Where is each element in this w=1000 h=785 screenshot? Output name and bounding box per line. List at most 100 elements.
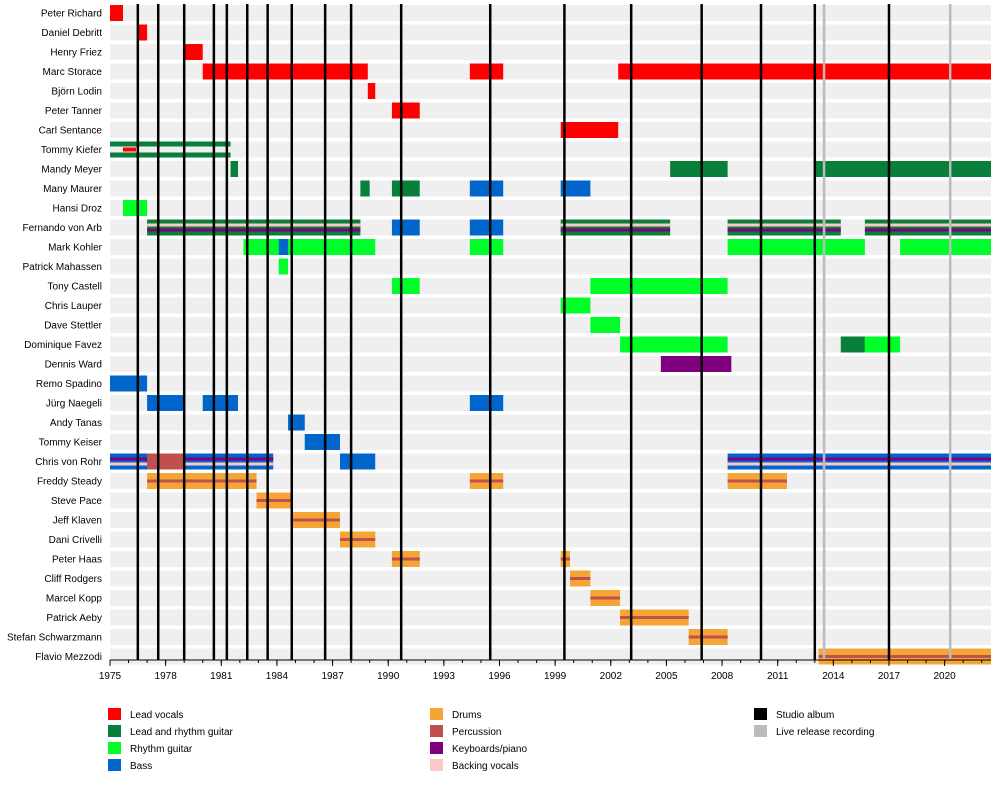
span-stripe (560, 228, 671, 232)
member-name: Jürg Naegeli (46, 399, 102, 410)
span-bar (469, 395, 504, 411)
member-name: Björn Lodin (51, 87, 102, 98)
legend-label: Rhythm guitar (130, 744, 193, 755)
span-bar (469, 239, 504, 255)
row-backgrounds (110, 5, 991, 665)
x-tick-label: 2017 (878, 671, 901, 682)
span-stripe (818, 655, 991, 658)
span-bar (560, 122, 619, 138)
span-stripe (569, 577, 591, 580)
span-bar (202, 63, 368, 80)
x-axis: 1975 1978 1981 1984 1987 1990 1993 1996 1999 2002… (99, 659, 991, 682)
span-bar (900, 239, 991, 255)
x-tick-label: 2005 (655, 671, 678, 682)
legend-label: Lead and rhythm guitar (130, 727, 234, 738)
span-bar (670, 161, 728, 177)
span-bar (469, 219, 504, 236)
span-stripe (727, 479, 787, 483)
span-stripe (560, 223, 671, 227)
span-bar (469, 63, 504, 80)
row-background (110, 629, 991, 645)
span-stripe (110, 457, 274, 461)
legend-swatch (754, 725, 767, 737)
x-tick-label: 2020 (934, 671, 957, 682)
row-background (110, 492, 991, 509)
legend-swatch (108, 742, 121, 754)
x-tick-label: 1981 (210, 671, 233, 682)
member-name: Henry Friez (50, 48, 102, 59)
span-bar (590, 317, 621, 333)
member-name: Hansi Droz (53, 204, 102, 215)
x-tick-label: 1978 (155, 671, 178, 682)
row-background (110, 122, 991, 138)
legend-swatch (430, 742, 443, 754)
member-name: Fernando von Arb (23, 223, 103, 234)
member-name: Stefan Schwarzmann (7, 633, 102, 644)
x-tick-label: 1987 (321, 671, 344, 682)
row-background (110, 161, 991, 177)
span-stripe (688, 635, 728, 639)
row-background (110, 570, 991, 587)
span-bar (122, 200, 148, 216)
x-tick-label: 1984 (266, 671, 289, 682)
row-background (110, 434, 991, 450)
member-name: Dennis Ward (45, 360, 102, 371)
span-stripe (620, 616, 689, 619)
span-stripe (864, 228, 991, 232)
x-tick-label: 1996 (488, 671, 511, 682)
row-background (110, 24, 991, 41)
member-name: Peter Tanner (45, 106, 103, 117)
span-bar (590, 278, 728, 294)
member-name: Tony Castell (48, 282, 102, 293)
member-name: Chris Lauper (45, 301, 103, 312)
span-bar (278, 258, 289, 275)
x-tick-label: 1975 (99, 671, 122, 682)
span-stripe (727, 462, 991, 466)
span-stripe (727, 228, 841, 232)
legend-label: Live release recording (776, 727, 874, 738)
row-background (110, 278, 991, 294)
span-bar (727, 239, 865, 255)
event-lines (136, 4, 952, 660)
row-background (110, 551, 991, 567)
span-stripe (147, 228, 361, 232)
span-bar (147, 453, 185, 470)
legend-label: Percussion (452, 727, 501, 738)
span-bar (469, 180, 504, 197)
span-bar (202, 395, 238, 411)
span-bar (864, 336, 901, 353)
span-bar (110, 453, 274, 470)
member-name: Marcel Kopp (46, 594, 103, 605)
span-stripe (391, 557, 420, 561)
span-bar (137, 24, 148, 41)
x-tick-label: 1999 (544, 671, 567, 682)
row-background (110, 531, 991, 548)
legend-label: Bass (130, 761, 152, 772)
span-stripe (110, 462, 274, 466)
span-bar (391, 180, 420, 197)
member-name: Remo Spadino (36, 379, 103, 390)
span-stripe (147, 479, 257, 483)
legend-swatch (430, 708, 443, 720)
row-background (110, 200, 991, 216)
row-background (110, 356, 991, 372)
row-background (110, 395, 991, 411)
x-tick-label: 2002 (600, 671, 623, 682)
member-name: Cliff Rodgers (44, 574, 102, 585)
span-bar (147, 395, 185, 411)
span-bar (560, 219, 671, 236)
span-bar (367, 83, 376, 99)
span-bar (360, 180, 370, 197)
member-name: Steve Pace (51, 496, 103, 507)
x-tick-label: 2011 (767, 671, 789, 682)
span-stripe (291, 518, 340, 522)
legend-swatch (754, 708, 767, 720)
row-background (110, 414, 991, 431)
row-background (110, 317, 991, 333)
span-stripe (339, 538, 376, 541)
span-bar (110, 5, 123, 21)
row-background (110, 336, 991, 353)
span-bar (110, 141, 231, 147)
member-name: Patrick Mahassen (23, 262, 102, 273)
